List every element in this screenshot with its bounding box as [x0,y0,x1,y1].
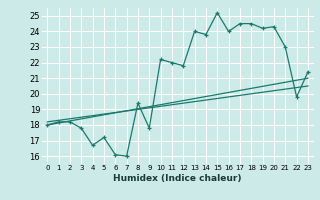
X-axis label: Humidex (Indice chaleur): Humidex (Indice chaleur) [113,174,242,183]
